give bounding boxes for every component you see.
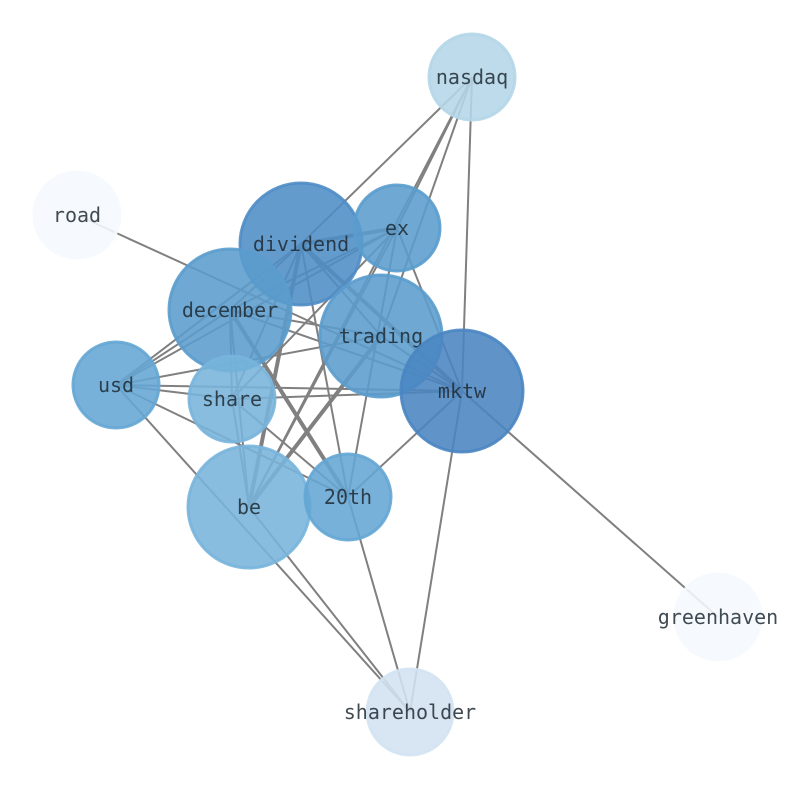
nodes-layer: nasdaq road dividend ex december trading usd sh… xyxy=(32,32,778,757)
node-label: usd xyxy=(98,373,134,397)
node-circle[interactable] xyxy=(187,354,277,444)
node-label: shareholder xyxy=(344,700,476,724)
node-circle[interactable] xyxy=(71,340,161,430)
node-be[interactable]: be xyxy=(186,444,312,570)
node-label: december xyxy=(182,298,278,322)
node-road[interactable]: road xyxy=(32,170,122,260)
node-label: 20th xyxy=(324,485,372,509)
node-shareholder[interactable]: shareholder xyxy=(344,667,476,757)
node-ex[interactable]: ex xyxy=(352,183,442,273)
node-greenhaven[interactable]: greenhaven xyxy=(658,572,778,662)
node-nasdaq[interactable]: nasdaq xyxy=(427,32,517,122)
node-label: be xyxy=(237,495,261,519)
node-circle[interactable] xyxy=(352,183,442,273)
node-circle[interactable] xyxy=(365,667,455,757)
node-label: greenhaven xyxy=(658,605,778,629)
node-circle[interactable] xyxy=(399,328,525,454)
node-label: ex xyxy=(385,216,409,240)
node-december[interactable]: december xyxy=(167,247,293,373)
node-usd[interactable]: usd xyxy=(71,340,161,430)
node-label: mktw xyxy=(438,379,487,403)
node-share[interactable]: share xyxy=(187,354,277,444)
node-circle[interactable] xyxy=(427,32,517,122)
node-mktw[interactable]: mktw xyxy=(399,328,525,454)
node-label: trading xyxy=(339,324,423,348)
node-label: dividend xyxy=(253,232,349,256)
node-circle[interactable] xyxy=(303,452,393,542)
node-label: nasdaq xyxy=(436,65,508,89)
node-circle[interactable] xyxy=(32,170,122,260)
node-circle[interactable] xyxy=(673,572,763,662)
node-label: share xyxy=(202,387,262,411)
node-label: road xyxy=(53,203,101,227)
node-20th[interactable]: 20th xyxy=(303,452,393,542)
